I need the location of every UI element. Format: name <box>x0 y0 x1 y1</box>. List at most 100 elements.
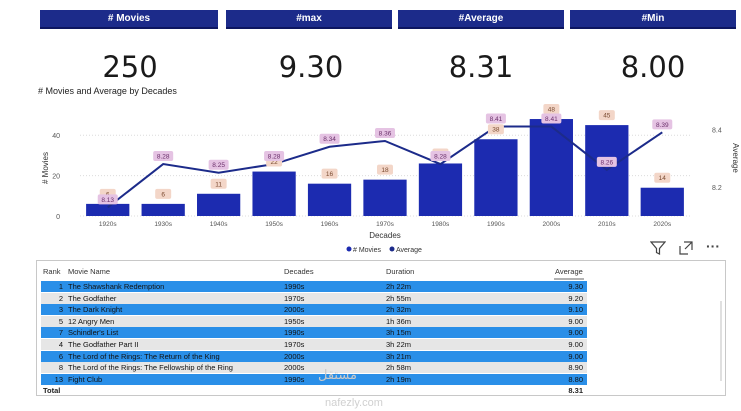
cell-decade: 1990s <box>284 328 304 337</box>
cell-movie: The Dark Knight <box>68 305 122 314</box>
x-tick-label: 1970s <box>376 221 394 228</box>
y2-tick-label: 8.4 <box>712 127 722 134</box>
bar <box>641 188 684 216</box>
bar-data-label: 6 <box>161 191 165 198</box>
table-row[interactable]: 7 Schindler's List 1990s 3h 15m 9.00 <box>41 327 587 338</box>
cell-movie: The Lord of the Rings: The Return of the… <box>68 352 220 361</box>
cell-average: 9.00 <box>568 328 583 337</box>
filter-icon[interactable] <box>650 240 666 259</box>
movies-table: Rank Movie Name Decades Duration Average… <box>36 260 726 396</box>
table-header: Rank Movie Name Decades Duration Average <box>37 261 725 281</box>
bar <box>86 204 129 216</box>
cell-average: 9.30 <box>568 282 583 291</box>
x-tick-label: 1990s <box>487 221 505 228</box>
table-row[interactable]: 2 The Godfather 1970s 2h 55m 9.20 <box>41 293 587 304</box>
bar <box>474 139 517 216</box>
cell-movie: The Godfather <box>68 294 116 303</box>
avg-data-label: 8.28 <box>434 154 447 161</box>
x-tick-label: 1960s <box>321 221 339 228</box>
x-tick-label: 1950s <box>265 221 283 228</box>
table-scrollbar[interactable] <box>719 301 723 381</box>
bar-data-label: 48 <box>548 107 556 114</box>
cell-average: 9.00 <box>568 352 583 361</box>
x-tick-label: 2000s <box>543 221 561 228</box>
col-decades[interactable]: Decades <box>284 267 314 276</box>
table-row[interactable]: 4 The Godfather Part II 1970s 3h 22m 9.00 <box>41 339 587 350</box>
legend-marker-average <box>390 247 395 252</box>
col-movie-name[interactable]: Movie Name <box>68 267 110 276</box>
cell-duration: 3h 15m <box>386 328 411 337</box>
cell-rank: 13 <box>43 375 63 384</box>
legend-label-movies: # Movies <box>353 247 382 254</box>
cell-rank: 5 <box>43 317 63 326</box>
legend-marker-movies <box>347 247 352 252</box>
more-icon[interactable]: ··· <box>706 238 720 254</box>
cell-duration: 1h 36m <box>386 317 411 326</box>
cell-average: 9.00 <box>568 340 583 349</box>
avg-data-label: 8.39 <box>656 122 669 129</box>
bar <box>197 194 240 216</box>
cell-movie: The Lord of the Rings: The Fellowship of… <box>68 363 233 372</box>
table-row[interactable]: 13 Fight Club 1990s 2h 19m 8.80 <box>41 374 587 385</box>
cell-duration: 2h 58m <box>386 363 411 372</box>
bar <box>363 180 406 216</box>
bar <box>419 163 462 216</box>
total-average: 8.31 <box>568 386 583 395</box>
cell-average: 8.90 <box>568 363 583 372</box>
table-total-row: Total 8.31 <box>41 385 587 396</box>
bar-data-label: 16 <box>326 171 334 178</box>
y-axis-title: # Movies <box>41 152 50 184</box>
bar-data-label: 14 <box>659 175 667 182</box>
cell-rank: 1 <box>43 282 63 291</box>
bar-data-label: 18 <box>381 167 389 174</box>
cell-decade: 1990s <box>284 375 304 384</box>
cell-rank: 7 <box>43 328 63 337</box>
cell-movie: Schindler's List <box>68 328 118 337</box>
avg-data-label: 8.34 <box>323 136 336 143</box>
table-row[interactable]: 1 The Shawshank Redemption 1990s 2h 22m 9.30 <box>41 281 587 292</box>
avg-data-label: 8.13 <box>101 197 114 204</box>
col-rank[interactable]: Rank <box>43 267 61 276</box>
avg-data-label: 8.28 <box>157 154 170 161</box>
col-average[interactable]: Average <box>555 267 583 276</box>
watermark-logo: مستقل <box>318 368 357 383</box>
cell-decade: 1990s <box>284 282 304 291</box>
table-row[interactable]: 3 The Dark Knight 2000s 2h 32m 9.10 <box>41 304 587 315</box>
cell-movie: Fight Club <box>68 375 102 384</box>
cell-decade: 1970s <box>284 340 304 349</box>
table-row[interactable]: 6 The Lord of the Rings: The Return of th… <box>41 351 587 362</box>
cell-decade: 1970s <box>284 294 304 303</box>
table-row[interactable]: 8 The Lord of the Rings: The Fellowship o… <box>41 362 587 373</box>
x-tick-label: 1940s <box>210 221 228 228</box>
expand-icon[interactable] <box>678 240 694 259</box>
cell-rank: 4 <box>43 340 63 349</box>
cell-movie: 12 Angry Men <box>68 317 114 326</box>
avg-data-label: 8.41 <box>545 116 558 123</box>
avg-data-label: 8.25 <box>212 162 225 169</box>
x-tick-label: 1930s <box>154 221 172 228</box>
avg-data-label: 8.28 <box>268 154 281 161</box>
cell-movie: The Shawshank Redemption <box>68 282 164 291</box>
cell-decade: 1950s <box>284 317 304 326</box>
avg-data-label: 8.36 <box>379 130 392 137</box>
y-tick-label: 40 <box>52 133 60 140</box>
bar <box>308 184 351 216</box>
cell-average: 9.20 <box>568 294 583 303</box>
table-row[interactable]: 5 12 Angry Men 1950s 1h 36m 9.00 <box>41 316 587 327</box>
bar <box>252 172 295 216</box>
avg-data-label: 8.41 <box>490 116 503 123</box>
bar-data-label: 45 <box>603 113 611 120</box>
cell-rank: 2 <box>43 294 63 303</box>
cell-average: 9.00 <box>568 317 583 326</box>
cell-average: 9.10 <box>568 305 583 314</box>
bar <box>142 204 185 216</box>
combo-chart: 0 20 40 8.2 8.4 # Movies Average Decades 1920s 19… <box>0 0 741 260</box>
cell-rank: 6 <box>43 352 63 361</box>
bar-data-label: 38 <box>492 127 500 134</box>
y-tick-label: 0 <box>56 214 60 221</box>
cell-rank: 8 <box>43 363 63 372</box>
y2-axis-title: Average <box>731 143 740 173</box>
x-axis-title: Decades <box>369 231 401 240</box>
x-tick-label: 2020s <box>653 221 671 228</box>
col-duration[interactable]: Duration <box>386 267 414 276</box>
